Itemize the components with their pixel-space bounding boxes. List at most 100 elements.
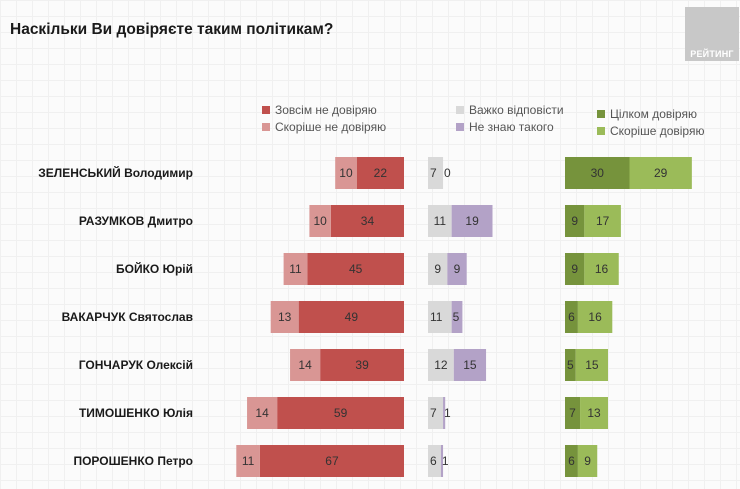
- bar-hard-to-say: [428, 253, 448, 285]
- legend-swatch-fully-trust: [597, 109, 605, 118]
- data-label-hard-to-say: 6: [430, 454, 437, 468]
- data-label-fully-distrust: 22: [374, 166, 388, 180]
- data-label-dont-know: 9: [454, 262, 461, 276]
- legend-label-dont-know: Не знаю такого: [469, 119, 554, 134]
- data-label-fully-trust: 5: [567, 358, 574, 372]
- legend-item-fully-distrust: Зовсім не довіряю: [262, 101, 386, 118]
- data-label-fully-distrust: 67: [325, 454, 339, 468]
- bar-fully-trust: [565, 349, 576, 381]
- bar-rather-trust: [629, 157, 692, 189]
- legend-item-dont-know: Не знаю такого: [456, 118, 564, 135]
- data-label-rather-trust: 9: [584, 454, 591, 468]
- category-label: ВАКАРЧУК Святослав: [62, 310, 193, 324]
- data-label-rather-trust: 29: [654, 166, 668, 180]
- legend-item-rather-trust: Скоріше довіряю: [597, 122, 704, 139]
- legend-trust: Цілком довіряю Скоріше довіряю: [597, 105, 704, 139]
- legend-swatch-rather-trust: [597, 126, 605, 135]
- data-label-dont-know: 19: [465, 214, 479, 228]
- bar-fully-trust: [565, 253, 585, 285]
- data-label-hard-to-say: 7: [430, 406, 437, 420]
- bar-fully-distrust: [259, 445, 404, 477]
- data-label-dont-know: 1: [442, 454, 449, 468]
- data-label-fully-trust: 6: [568, 310, 575, 324]
- data-label-fully-trust: 30: [591, 166, 605, 180]
- bar-dont-know: [451, 301, 463, 333]
- data-label-fully-distrust: 45: [349, 262, 363, 276]
- data-label-rather-trust: 16: [588, 310, 602, 324]
- data-label-hard-to-say: 11: [434, 214, 447, 228]
- bar-rather-distrust: [290, 349, 321, 381]
- chart-title: Наскільки Ви довіряєте таким політикам?: [10, 21, 334, 38]
- bar-fully-trust: [565, 397, 581, 429]
- data-label-rather-distrust: 14: [255, 406, 269, 420]
- legend-neutral: Важко відповісти Не знаю такого: [456, 101, 564, 135]
- bar-dont-know: [451, 205, 493, 237]
- bar-fully-trust: [565, 157, 630, 189]
- data-label-rather-distrust: 13: [278, 310, 292, 324]
- data-label-rather-distrust: 10: [339, 166, 353, 180]
- bar-hard-to-say: [428, 397, 444, 429]
- bar-hard-to-say: [428, 349, 454, 381]
- bar-hard-to-say: [428, 445, 441, 477]
- data-label-fully-distrust: 59: [334, 406, 348, 420]
- data-label-fully-distrust: 49: [345, 310, 359, 324]
- data-label-rather-trust: 16: [595, 262, 609, 276]
- legend-swatch-rather-distrust: [262, 122, 270, 131]
- data-label-rather-distrust: 10: [313, 214, 327, 228]
- bar-fully-distrust: [330, 205, 404, 237]
- data-label-rather-trust: 17: [596, 214, 610, 228]
- bar-rather-distrust: [335, 157, 357, 189]
- category-label: ЗЕЛЕНСЬКИЙ Володимир: [38, 165, 193, 180]
- bar-fully-distrust: [298, 301, 404, 333]
- bar-dont-know: [447, 253, 467, 285]
- data-label-fully-distrust: 39: [355, 358, 369, 372]
- bar-dont-know: [440, 445, 444, 477]
- data-label-rather-trust: 13: [587, 406, 601, 420]
- data-label-hard-to-say: 12: [434, 358, 448, 372]
- bar-fully-trust: [565, 301, 578, 333]
- bar-fully-distrust: [356, 157, 404, 189]
- bar-rather-distrust: [309, 205, 331, 237]
- data-label-hard-to-say: 11: [430, 310, 443, 324]
- bar-fully-trust: [565, 445, 578, 477]
- legend-label-rather-trust: Скоріше довіряю: [610, 123, 705, 138]
- bar-rather-trust: [580, 397, 608, 429]
- category-label: РАЗУМКОВ Дмитро: [79, 214, 193, 228]
- data-label-hard-to-say: 9: [434, 262, 441, 276]
- bar-rather-trust: [584, 205, 621, 237]
- data-label-fully-trust: 6: [568, 454, 575, 468]
- legend-item-fully-trust: Цілком довіряю: [597, 105, 704, 122]
- legend-swatch-fully-distrust: [262, 105, 270, 114]
- bar-fully-distrust: [307, 253, 404, 285]
- legend-distrust: Зовсім не довіряю Скоріше не довіряю: [262, 101, 386, 135]
- bar-hard-to-say: [428, 301, 452, 333]
- bar-hard-to-say: [428, 205, 452, 237]
- category-label: ПОРОШЕНКО Петро: [73, 454, 193, 468]
- data-label-dont-know: 0: [444, 166, 451, 180]
- bar-rather-distrust: [270, 301, 299, 333]
- bar-fully-distrust: [277, 397, 404, 429]
- data-label-fully-trust: 9: [571, 214, 578, 228]
- bar-dont-know: [443, 397, 446, 429]
- bar-rather-distrust: [236, 445, 260, 477]
- bar-fully-distrust: [320, 349, 404, 381]
- legend-label-hard-to-say: Важко відповісти: [469, 102, 564, 117]
- legend-label-rather-distrust: Скоріше не довіряю: [275, 119, 387, 134]
- data-label-rather-trust: 15: [585, 358, 599, 372]
- legend-swatch-dont-know: [456, 122, 464, 131]
- data-label-dont-know: 5: [453, 310, 460, 324]
- legend-swatch-hard-to-say: [456, 105, 464, 114]
- bar-fully-trust: [565, 205, 585, 237]
- data-label-fully-trust: 7: [569, 406, 576, 420]
- category-label: ГОНЧАРУК Олексій: [79, 358, 193, 372]
- data-label-rather-distrust: 11: [242, 454, 255, 468]
- legend-label-fully-trust: Цілком довіряю: [610, 106, 697, 121]
- bar-dont-know: [453, 349, 487, 381]
- data-label-dont-know: 15: [463, 358, 477, 372]
- data-label-hard-to-say: 7: [430, 166, 437, 180]
- data-label-dont-know: 1: [444, 406, 451, 420]
- data-label-fully-trust: 9: [571, 262, 578, 276]
- logo-text: РЕЙТИНГ: [690, 49, 734, 59]
- bar-rather-trust: [575, 349, 608, 381]
